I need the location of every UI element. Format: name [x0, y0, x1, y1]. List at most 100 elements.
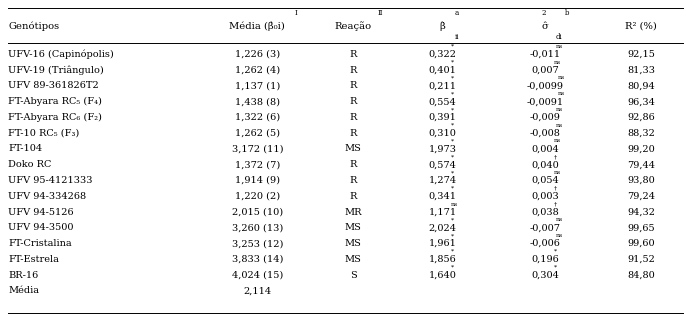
Text: 94,32: 94,32: [628, 208, 655, 217]
Text: *: *: [451, 186, 454, 191]
Text: di: di: [556, 33, 563, 41]
Text: II: II: [377, 9, 383, 17]
Text: 0,054: 0,054: [532, 176, 559, 185]
Text: Média (β̂₀i): Média (β̂₀i): [229, 21, 285, 31]
Text: -0,006: -0,006: [530, 239, 561, 248]
Text: MS: MS: [345, 255, 362, 264]
Text: UFV 95-4121333: UFV 95-4121333: [8, 176, 93, 185]
Text: 0,322: 0,322: [429, 50, 456, 59]
Text: ns: ns: [556, 233, 563, 238]
Text: 0,038: 0,038: [532, 208, 559, 217]
Text: 1,274: 1,274: [429, 176, 456, 185]
Text: †: †: [554, 202, 557, 206]
Text: UFV 94-334268: UFV 94-334268: [8, 192, 86, 201]
Text: 96,34: 96,34: [628, 97, 655, 106]
Text: 3,253 (12): 3,253 (12): [232, 239, 283, 248]
Text: -0,007: -0,007: [530, 223, 561, 232]
Text: 1,171: 1,171: [429, 208, 456, 217]
Text: *: *: [451, 170, 454, 175]
Text: 88,32: 88,32: [628, 129, 655, 138]
Text: 0,554: 0,554: [429, 97, 456, 106]
Text: 0,574: 0,574: [429, 160, 456, 169]
Text: ns: ns: [554, 139, 561, 143]
Text: R: R: [350, 50, 357, 59]
Text: Reação: Reação: [335, 21, 372, 31]
Text: 99,60: 99,60: [628, 239, 655, 248]
Text: ns: ns: [556, 44, 563, 49]
Text: UFV-19 (Triângulo): UFV-19 (Triângulo): [8, 65, 104, 75]
Text: ns: ns: [557, 91, 565, 96]
Text: *: *: [451, 265, 454, 270]
Text: R: R: [350, 97, 357, 106]
Text: *: *: [451, 154, 454, 159]
Text: 0,341: 0,341: [429, 192, 456, 201]
Text: S: S: [350, 271, 357, 280]
Text: 0,211: 0,211: [429, 81, 456, 91]
Text: 0,004: 0,004: [532, 145, 559, 154]
Text: 1,220 (2): 1,220 (2): [235, 192, 280, 201]
Text: R: R: [350, 176, 357, 185]
Text: β̂: β̂: [440, 21, 445, 31]
Text: Doko RC: Doko RC: [8, 160, 51, 169]
Text: ns: ns: [556, 123, 563, 128]
Text: 1,973: 1,973: [429, 145, 456, 154]
Text: 1,262 (5): 1,262 (5): [235, 129, 280, 138]
Text: UFV-16 (Capinópolis): UFV-16 (Capinópolis): [8, 50, 114, 59]
Text: 1,914 (9): 1,914 (9): [235, 176, 280, 185]
Text: FT-10 RC₅ (F₃): FT-10 RC₅ (F₃): [8, 129, 80, 138]
Text: *: *: [554, 249, 557, 254]
Text: *: *: [451, 76, 454, 80]
Text: 0,003: 0,003: [532, 192, 559, 201]
Text: 79,24: 79,24: [628, 192, 655, 201]
Text: FT-Abyara RC₅ (F₄): FT-Abyara RC₅ (F₄): [8, 97, 102, 106]
Text: 1,961: 1,961: [429, 239, 456, 248]
Text: MS: MS: [345, 239, 362, 248]
Text: -0,0091: -0,0091: [527, 97, 564, 106]
Text: *: *: [554, 265, 557, 270]
Text: 3,172 (11): 3,172 (11): [231, 145, 283, 154]
Text: 99,20: 99,20: [628, 145, 655, 154]
Text: Genótipos: Genótipos: [8, 21, 60, 31]
Text: *: *: [451, 91, 454, 96]
Text: R: R: [350, 66, 357, 75]
Text: a: a: [455, 9, 459, 17]
Text: UFV 94-5126: UFV 94-5126: [8, 208, 74, 217]
Text: b: b: [565, 9, 569, 17]
Text: 92,86: 92,86: [628, 113, 655, 122]
Text: *: *: [451, 123, 454, 128]
Text: 81,33: 81,33: [628, 66, 655, 75]
Text: R: R: [350, 160, 357, 169]
Text: ns: ns: [556, 107, 563, 112]
Text: FT-Estrela: FT-Estrela: [8, 255, 59, 264]
Text: MS: MS: [345, 145, 362, 154]
Text: 1,856: 1,856: [429, 255, 456, 264]
Text: R: R: [350, 129, 357, 138]
Text: MS: MS: [345, 223, 362, 232]
Text: MR: MR: [344, 208, 362, 217]
Text: 1,226 (3): 1,226 (3): [235, 50, 280, 59]
Text: ns: ns: [554, 60, 561, 65]
Text: R² (%): R² (%): [626, 22, 657, 31]
Text: *: *: [451, 60, 454, 65]
Text: 0,310: 0,310: [429, 129, 456, 138]
Text: σ̂: σ̂: [542, 22, 549, 31]
Text: *: *: [451, 139, 454, 143]
Text: BR-16: BR-16: [8, 271, 38, 280]
Text: I: I: [295, 9, 298, 17]
Text: *: *: [451, 233, 454, 238]
Text: 80,94: 80,94: [628, 81, 655, 91]
Text: 2: 2: [542, 9, 547, 17]
Text: ii: ii: [455, 33, 460, 41]
Text: 0,391: 0,391: [429, 113, 456, 122]
Text: 1,640: 1,640: [429, 271, 456, 280]
Text: R: R: [350, 113, 357, 122]
Text: UFV 94-3500: UFV 94-3500: [8, 223, 73, 232]
Text: 1,322 (6): 1,322 (6): [235, 113, 280, 122]
Text: FT-104: FT-104: [8, 145, 43, 154]
Text: 3,260 (13): 3,260 (13): [232, 223, 283, 232]
Text: *: *: [451, 107, 454, 112]
Text: 92,15: 92,15: [628, 50, 655, 59]
Text: UFV 89-361826T2: UFV 89-361826T2: [8, 81, 99, 91]
Text: 1,262 (4): 1,262 (4): [235, 66, 280, 75]
Text: 2,024: 2,024: [429, 223, 456, 232]
